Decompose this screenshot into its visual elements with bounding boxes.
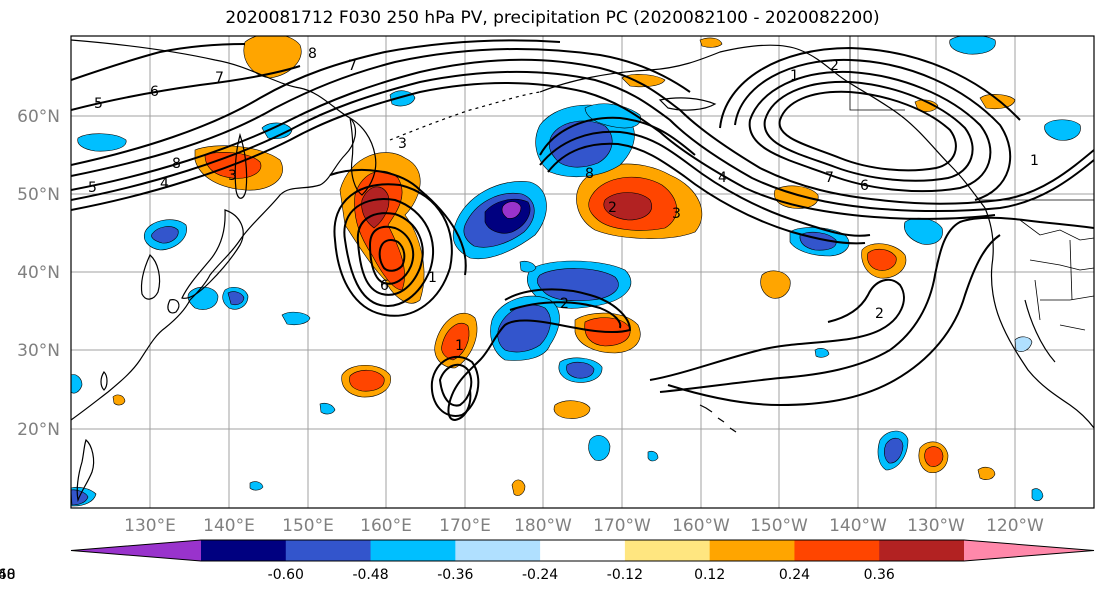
contour-label: 6 xyxy=(860,178,869,194)
lon-label: 130°W xyxy=(907,516,965,536)
pv-contours xyxy=(71,39,1094,422)
colorbar-tick-label: -0.36 xyxy=(437,567,473,583)
lon-label: 160°W xyxy=(672,516,730,536)
contour-label: 4 xyxy=(718,170,727,186)
contour-label: 1 xyxy=(1030,153,1039,169)
lat-label: 60°N xyxy=(17,107,60,127)
contour-label: 7 xyxy=(215,70,224,86)
lon-label: 130°E xyxy=(124,516,176,536)
colorbar-tick-label: 0.24 xyxy=(779,567,810,583)
colorbar-swatch xyxy=(964,540,1094,561)
contour-label: 2 xyxy=(875,306,884,322)
contour-label: 4 xyxy=(160,176,169,192)
lon-label: 170°W xyxy=(593,516,651,536)
lat-label: 40°N xyxy=(17,263,60,283)
colorbar-swatch xyxy=(285,540,372,561)
colorbar-swatch xyxy=(540,540,626,561)
contour-label: 8 xyxy=(308,46,317,62)
colorbar-swatch xyxy=(455,540,541,561)
colorbar-swatch xyxy=(794,540,880,561)
colorbar-tick-label: -0.24 xyxy=(522,567,558,583)
contour-label: 1 xyxy=(790,68,799,84)
colorbar-tick-label: 0.36 xyxy=(864,567,895,583)
contour-label: 7 xyxy=(348,58,357,74)
colorbar-tick-label: -0.60 xyxy=(268,567,304,583)
contour-label: 5 xyxy=(88,180,97,196)
map-panel: 8 7 6 5 4 3 2 1 8 7 6 5 4 3 2 1 1 2 2 3 … xyxy=(71,36,1094,508)
lat-label: 50°N xyxy=(17,185,60,205)
contour-label: 5 xyxy=(94,96,103,112)
lat-label: 20°N xyxy=(17,420,60,440)
colorbar-swatch xyxy=(624,540,711,561)
contour-label: 2 xyxy=(608,200,617,216)
contour-label: 7 xyxy=(825,170,834,186)
contour-label: 6 xyxy=(150,84,159,100)
colorbar-swatch xyxy=(370,540,456,561)
colorbar-tick-label: 0.12 xyxy=(694,567,725,583)
contour-label: 1 xyxy=(455,338,464,354)
pv-contour-labels: 8 7 6 5 4 3 2 1 8 7 6 5 4 3 2 1 1 2 2 3 … xyxy=(88,46,1039,354)
colorbar-swatch xyxy=(71,540,201,561)
map-frame xyxy=(70,35,1095,509)
lat-label: 30°N xyxy=(17,341,60,361)
lon-label: 150°E xyxy=(282,516,334,536)
colorbar-swatch xyxy=(709,540,795,561)
lon-label: 120°W xyxy=(986,516,1044,536)
colorbar-tick-label: 0.48 xyxy=(0,567,16,583)
colorbar-swatch xyxy=(879,540,965,561)
longitude-labels: 130°E 140°E 150°E 160°E 170°E 180°W 170°… xyxy=(124,516,1044,536)
latitude-labels: 60°N 50°N 40°N 30°N 20°N xyxy=(17,107,60,440)
map-title: 2020081712 F030 250 hPa PV, precipitatio… xyxy=(225,8,880,28)
contour-label: 8 xyxy=(585,166,594,182)
colorbar-tick-label: -0.48 xyxy=(352,567,388,583)
lon-label: 140°E xyxy=(203,516,255,536)
contour-label: 6 xyxy=(380,278,389,294)
colorbar: -0.60 -0.48 -0.36 -0.24 -0.12 0.12 0.24 0.36 0.4… xyxy=(0,539,1095,583)
lon-label: 150°W xyxy=(750,516,808,536)
contour-label: 3 xyxy=(228,168,237,184)
contour-label: 1 xyxy=(428,270,437,286)
colorbar-tick-label: -0.12 xyxy=(607,567,643,583)
lon-label: 180°W xyxy=(514,516,572,536)
colorbar-tick-label: 0.60 xyxy=(0,567,16,583)
colorbar-swatch xyxy=(201,540,287,561)
contour-label: 2 xyxy=(830,58,839,74)
contour-label: 3 xyxy=(672,206,681,222)
colorbar-outline xyxy=(70,539,1095,562)
lon-label: 160°E xyxy=(360,516,412,536)
lon-label: 170°E xyxy=(439,516,491,536)
contour-label: 2 xyxy=(560,296,569,312)
lon-label: 140°W xyxy=(829,516,887,536)
contour-label: 8 xyxy=(172,156,181,172)
contour-label: 3 xyxy=(398,136,407,152)
